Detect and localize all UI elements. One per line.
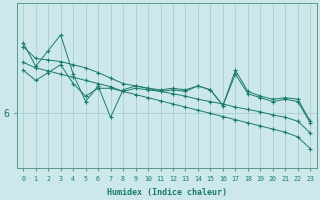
X-axis label: Humidex (Indice chaleur): Humidex (Indice chaleur) [107, 188, 227, 197]
